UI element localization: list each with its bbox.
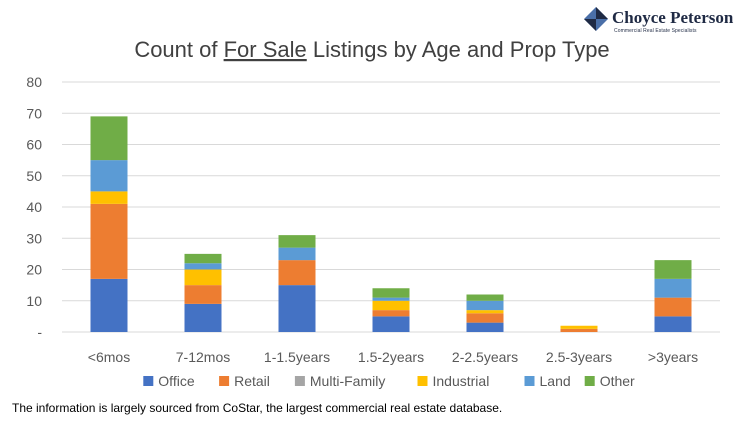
y-tick-label: - — [37, 324, 42, 340]
x-tick-label: 7-12mos — [176, 349, 230, 365]
bar-segment — [654, 316, 692, 332]
x-tick-label: >3years — [648, 349, 698, 365]
legend-label: Land — [540, 373, 571, 389]
logo-company-name: Choyce Peterson — [612, 8, 734, 27]
x-tick-label: 1-1.5years — [264, 349, 330, 365]
x-tick-label: 2-2.5years — [452, 349, 518, 365]
legend-label: Retail — [234, 373, 270, 389]
legend-label: Other — [600, 373, 635, 389]
legend: Office Retail Multi-Family Industrial Land Ot… — [143, 373, 635, 389]
bar-segment — [184, 269, 222, 286]
bar-segment — [372, 300, 410, 311]
bar-segment — [90, 191, 128, 204]
chart-title: Count of For Sale Listings by Age and Pr… — [134, 37, 609, 62]
legend-swatch — [143, 376, 154, 386]
bar-segment — [372, 297, 410, 301]
y-tick-label: 20 — [26, 262, 42, 278]
diamond-logo-icon — [584, 7, 608, 31]
x-tick-label: 1.5-2years — [358, 349, 424, 365]
bar-segment — [184, 303, 222, 332]
bar-segment — [372, 310, 410, 317]
bars — [90, 116, 692, 332]
x-tick-label: <6mos — [88, 349, 130, 365]
y-tick-label: 70 — [26, 105, 42, 121]
legend-label: Industrial — [433, 373, 490, 389]
bar-segment — [654, 278, 692, 298]
bar-segment — [90, 116, 128, 161]
legend-swatch — [294, 376, 305, 386]
y-tick-label: 10 — [26, 293, 42, 309]
legend-swatch — [417, 376, 428, 386]
bar-segment — [654, 260, 692, 279]
bar-segment — [466, 300, 504, 311]
bar-segment — [90, 160, 128, 192]
chart-title-pre: Count of — [134, 37, 223, 62]
bar-segment — [372, 316, 410, 332]
bar-segment — [90, 203, 128, 279]
bar-segment — [466, 310, 504, 314]
source-footnote: The information is largely sourced from … — [12, 401, 503, 415]
x-axis-tick-labels: <6mos 7-12mos 1-1.5years 1.5-2years 2-2.5yea… — [88, 349, 698, 365]
bar-segment — [560, 328, 598, 332]
y-tick-label: 50 — [26, 168, 42, 184]
y-tick-label: 80 — [26, 74, 42, 90]
bar-segment — [90, 278, 128, 332]
y-tick-label: 40 — [26, 199, 42, 215]
bar-segment — [278, 235, 316, 248]
bar-segment — [184, 285, 222, 304]
legend-swatch — [524, 376, 535, 386]
bar-segment — [466, 294, 504, 301]
chart-title-underlined: For Sale — [224, 37, 307, 62]
y-tick-label: 60 — [26, 137, 42, 153]
bar-segment — [560, 325, 598, 329]
logo-tagline: Commercial Real Estate Specialists — [614, 28, 697, 34]
bar-segment — [184, 263, 222, 270]
company-logo: Choyce Peterson Commercial Real Estate S… — [584, 6, 746, 36]
bar-segment — [372, 288, 410, 298]
bar-segment — [278, 247, 316, 261]
y-tick-label: 30 — [26, 230, 42, 246]
legend-label: Multi-Family — [310, 373, 385, 389]
legend-swatch — [584, 376, 595, 386]
bar-segment — [278, 260, 316, 286]
bar-segment — [278, 285, 316, 332]
bar-segment — [466, 322, 504, 332]
y-axis-tick-labels: - 10 20 30 40 50 60 70 80 — [26, 74, 42, 340]
chart-title-post: Listings by Age and Prop Type — [307, 37, 610, 62]
gridlines — [62, 81, 720, 333]
bar-segment — [184, 253, 222, 264]
legend-swatch — [219, 376, 230, 386]
legend-label: Office — [158, 373, 195, 389]
bar-segment — [654, 297, 692, 317]
x-tick-label: 2.5-3years — [546, 349, 612, 365]
bar-segment — [466, 313, 504, 323]
